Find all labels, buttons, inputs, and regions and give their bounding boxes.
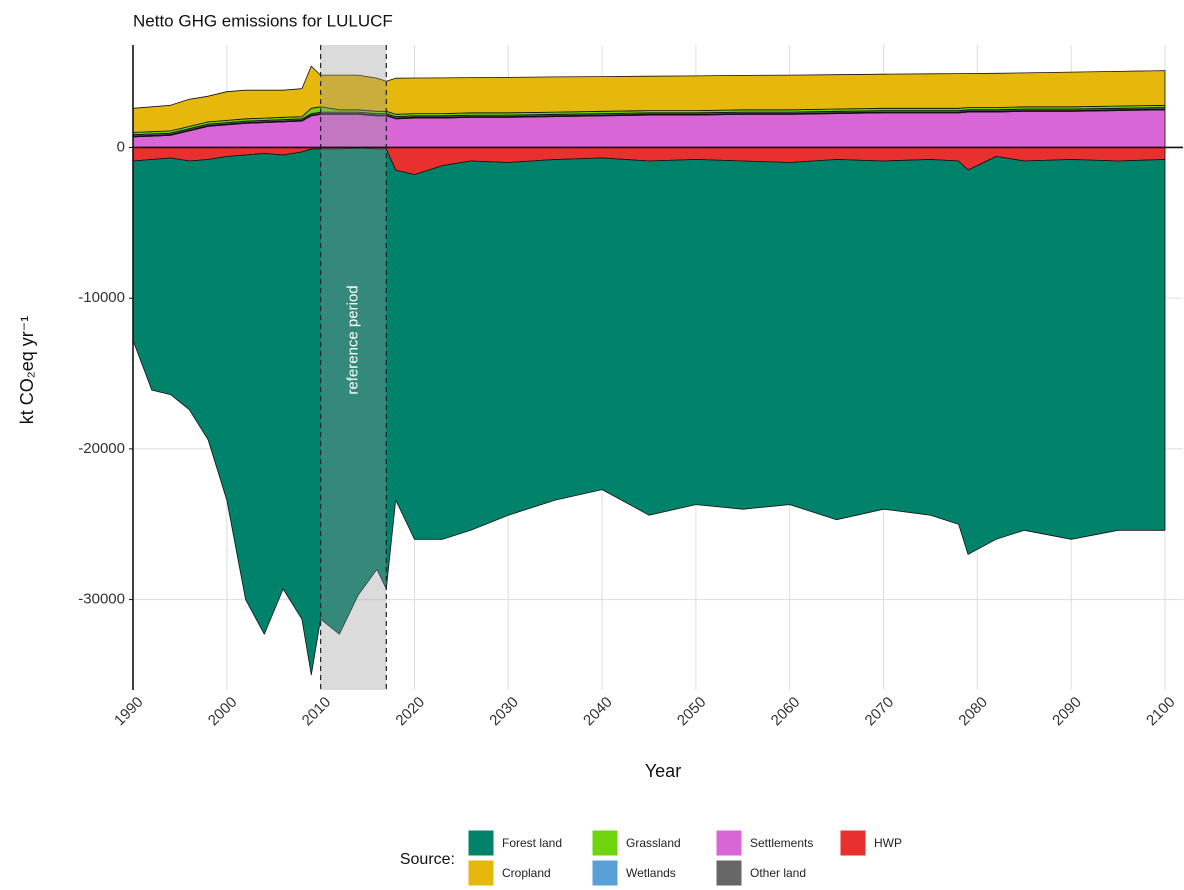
chart-title: Netto GHG emissions for LULUCF [133, 11, 393, 30]
y-tick-label: -10000 [78, 289, 125, 306]
legend-label: Settlements [750, 836, 813, 850]
legend-swatch [839, 829, 867, 857]
x-axis-title: Year [645, 761, 681, 781]
x-tick-label: 2070 [862, 694, 898, 730]
area [132, 65, 1166, 133]
legend-label: Wetlands [626, 866, 676, 880]
legend-title: Source: [400, 851, 455, 868]
y-tick-label: 0 [117, 138, 125, 155]
x-tick-label: 2020 [392, 694, 428, 730]
x-tick-label: 2060 [768, 694, 804, 730]
x-tick-label: 2010 [299, 694, 335, 730]
legend-label: HWP [874, 836, 902, 850]
x-tick-label: 2030 [486, 694, 522, 730]
legend-label: Forest land [502, 836, 562, 850]
x-tick-label: 2040 [580, 694, 616, 730]
legend-label: Cropland [502, 866, 551, 880]
x-tick-label: 2080 [955, 694, 991, 730]
x-tick-label: 1990 [111, 694, 147, 730]
annotation: reference period [344, 285, 361, 394]
x-tick-label: 2090 [1049, 694, 1085, 730]
y-tick-label: -20000 [78, 440, 125, 457]
legend-label: Other land [750, 866, 806, 880]
legend-swatch [467, 859, 495, 887]
x-tick-label: 2050 [674, 694, 710, 730]
y-tick-label: -30000 [78, 591, 125, 608]
legend-swatch [467, 829, 495, 857]
legend-swatch [715, 829, 743, 857]
y-axis-title: kt CO₂eq yr⁻¹ [17, 316, 37, 425]
legend-swatch [715, 859, 743, 887]
area [132, 147, 1166, 676]
x-tick-label: 2100 [1143, 694, 1179, 730]
legend-label: Grassland [626, 836, 681, 850]
legend-swatch [591, 859, 619, 887]
legend-swatch [591, 829, 619, 857]
reference-band [320, 45, 387, 690]
x-tick-label: 2000 [205, 694, 241, 730]
